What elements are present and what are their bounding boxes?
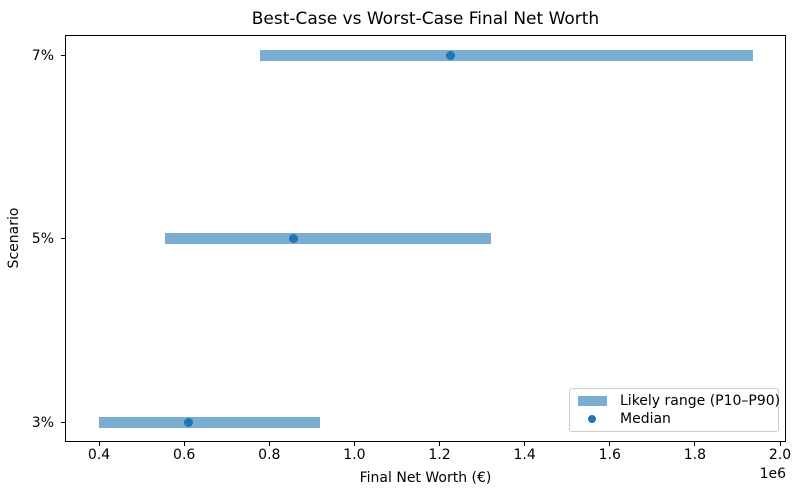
x-tick-mark <box>268 442 270 446</box>
y-axis-label: Scenario <box>6 207 22 269</box>
likely-range-swatch <box>578 396 610 406</box>
legend: Likely range (P10–P90) Median <box>569 388 780 432</box>
x-tick-label: 0.4 <box>87 447 111 463</box>
x-tick-label: 1.6 <box>598 447 621 463</box>
x-tick-label: 1.2 <box>428 447 451 463</box>
legend-item-median: Median <box>578 410 770 428</box>
y-tick-mark <box>61 55 65 56</box>
x-tick-mark <box>353 442 355 446</box>
y-tick-label: 7% <box>31 47 54 64</box>
y-tick-label: 3% <box>31 414 54 431</box>
range-bar-3pct <box>99 417 321 428</box>
x-tick-mark <box>524 442 526 446</box>
y-tick-mark <box>61 238 65 240</box>
chart-title: Best-Case vs Worst-Case Final Net Worth <box>251 9 600 29</box>
x-tick-label: 1.4 <box>513 447 536 463</box>
x-tick-mark <box>779 442 781 446</box>
x-tick-mark <box>183 442 185 446</box>
range-bar-7pct <box>259 50 753 61</box>
x-tick-label: 1.0 <box>343 447 366 463</box>
legend-label: Likely range (P10–P90) <box>620 393 781 409</box>
x-tick-mark <box>439 442 441 446</box>
x-tick-mark <box>694 442 696 446</box>
x-axis-label: Final Net Worth (€) <box>359 470 492 486</box>
range-patch-icon <box>578 396 607 406</box>
x-tick-label: 1.8 <box>683 447 707 463</box>
x-tick-mark <box>98 442 100 446</box>
median-dot-icon <box>588 415 596 423</box>
range-bar-5pct <box>165 233 491 245</box>
legend-label: Median <box>620 411 671 427</box>
y-tick-mark <box>61 422 65 423</box>
x-tick-label: 0.8 <box>258 447 281 463</box>
median-dot-7pct <box>445 51 455 60</box>
x-tick-label: 2.0 <box>768 447 792 463</box>
x-tick-label: 0.6 <box>173 447 196 463</box>
x-tick-mark <box>609 442 611 446</box>
y-tick-label: 5% <box>31 230 54 247</box>
legend-item-likely-range: Likely range (P10–P90) <box>578 392 780 410</box>
axis-offset-label: 1e6 <box>759 466 786 482</box>
median-swatch <box>578 415 610 423</box>
median-dot-5pct <box>289 234 299 244</box>
median-dot-3pct <box>183 418 193 427</box>
